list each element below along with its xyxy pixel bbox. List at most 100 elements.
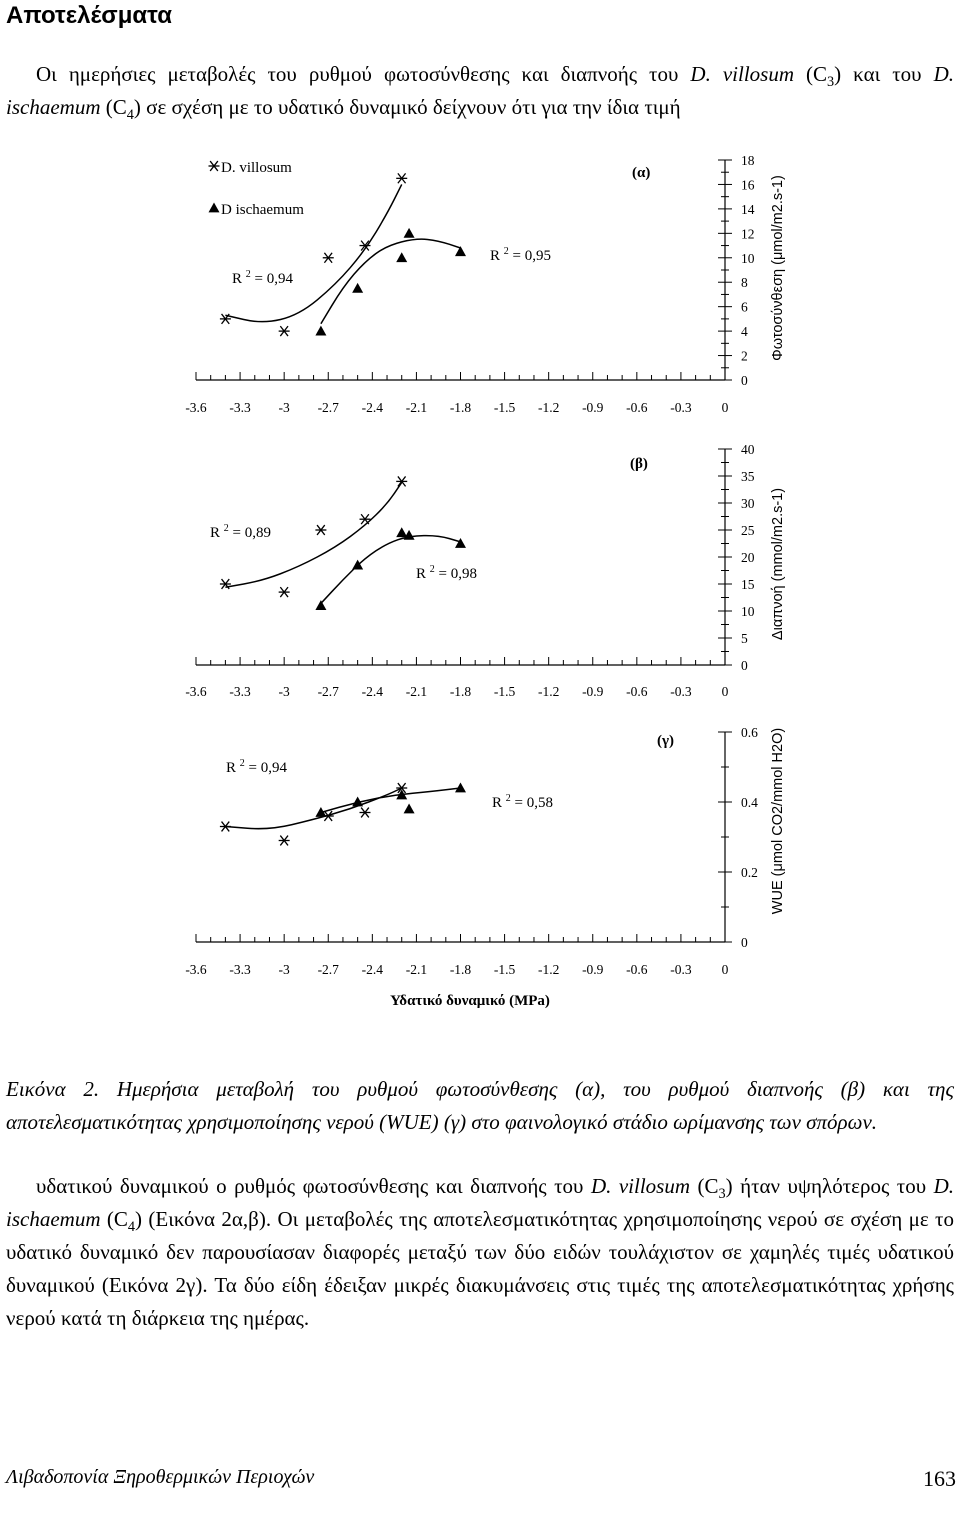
legend-marker-villosum xyxy=(208,160,220,172)
page-number: 163 xyxy=(923,1466,956,1491)
fit-curve-ischaemum xyxy=(320,238,461,325)
body-sub-4: 4 xyxy=(127,1219,136,1236)
x-tick-label: -0.3 xyxy=(670,684,692,699)
y-tick-label: 2 xyxy=(741,349,748,364)
figure-2: -3.6 -3.3 -3 -2.7 -2.4 -2.1 -1.8 -1.5 -1.2 -0.9 -0… xyxy=(185,153,786,1009)
x-tick-label: -1.8 xyxy=(450,400,472,415)
panel-label: (α) xyxy=(632,165,650,181)
chart-panel-2: -3.6 -3.3 -3 -2.7 -2.4 -2.1 -1.8 -1.5 -1.2 -0.9 -0… xyxy=(185,442,786,699)
x-tick-label: -3 xyxy=(279,962,290,977)
x-tick-label: -1.5 xyxy=(494,400,516,415)
data-point-villosum xyxy=(396,172,408,184)
r2-label: R 2 = 0,94 xyxy=(226,758,287,776)
data-point-ischaemum xyxy=(315,600,327,610)
x-tick-label: 0 xyxy=(722,400,729,415)
x-tick-label: -2.4 xyxy=(362,684,384,699)
body-paragraph: υδατικού δυναμικού ο ρυθμός φωτοσύνθεσης… xyxy=(6,1170,954,1335)
x-tick-label: -2.4 xyxy=(362,400,384,415)
x-tick-label: -1.5 xyxy=(494,962,516,977)
x-tick-label: -2.4 xyxy=(362,962,384,977)
data-point-villosum xyxy=(278,586,290,598)
figure-caption: Εικόνα 2. Ημερήσια μεταβολή του ρυθμού φ… xyxy=(6,1077,954,1134)
data-point-villosum xyxy=(396,476,408,487)
y-tick-label: 14 xyxy=(741,202,755,217)
data-point-ischaemum xyxy=(315,807,327,817)
chart-panel-1: -3.6 -3.3 -3 -2.7 -2.4 -2.1 -1.8 -1.5 -1.2 -0.9 -0… xyxy=(185,153,786,415)
x-tick-label: -0.3 xyxy=(670,400,692,415)
data-point-villosum xyxy=(396,782,408,794)
x-tick-label: -1.5 xyxy=(494,684,516,699)
body-sub-3: 3 xyxy=(718,1186,726,1203)
y-tick-label: 40 xyxy=(741,442,755,457)
y-tick-label: 15 xyxy=(741,577,755,592)
data-point-ischaemum xyxy=(352,796,364,807)
intro-text-1: Οι ημερήσιες μεταβολές του ρυθμού φωτοσύ… xyxy=(36,62,691,86)
y-tick-label: 0.2 xyxy=(741,865,758,880)
body-text-1: υδατικού δυναμικού ο ρυθμός φωτοσύνθεσης… xyxy=(36,1174,591,1198)
fit-curve-ischaemum xyxy=(320,534,461,604)
y-tick-label: 0.6 xyxy=(741,725,758,740)
panel-label: (γ) xyxy=(657,733,674,749)
data-point-ischaemum xyxy=(403,227,415,238)
body-text-2: (C xyxy=(690,1174,719,1198)
body-text-5: ) (Εικόνα 2α,β). Οι μεταβολές της αποτελ… xyxy=(6,1207,954,1330)
footer-book-title: Λιβαδοπονία Ξηροθερμικών Περιοχών xyxy=(6,1466,315,1488)
x-tick-label: -0.9 xyxy=(582,962,604,977)
data-point-villosum xyxy=(315,524,327,536)
x-tick-label: -0.6 xyxy=(626,684,648,699)
section-title: Αποτελέσματα xyxy=(6,2,172,29)
data-point-ischaemum xyxy=(315,325,327,336)
intro-paragraph: Οι ημερήσιες μεταβολές του ρυθμού φωτοσύ… xyxy=(6,58,954,124)
data-point-villosum xyxy=(278,835,290,846)
species-ischaemum: D. ischaemum xyxy=(6,1174,954,1231)
legend-label-villosum: D. villosum xyxy=(221,160,292,176)
y-axis-title: WUE (μmol CO2/mmol H2O) xyxy=(770,728,786,914)
x-tick-label: -3 xyxy=(279,684,290,699)
species-ischaemum: D. ischaemum xyxy=(6,62,955,119)
fit-curve-ischaemum xyxy=(320,787,461,814)
x-tick-label: -3.3 xyxy=(229,962,251,977)
y-tick-label: 35 xyxy=(741,469,755,484)
x-tick-label: -3.6 xyxy=(185,400,207,415)
x-tick-label: -0.6 xyxy=(626,962,648,977)
x-tick-label: -3.6 xyxy=(185,684,207,699)
data-point-ischaemum xyxy=(403,803,415,814)
data-point-villosum xyxy=(278,325,290,337)
x-tick-label: -1.2 xyxy=(538,400,559,415)
x-tick-label: -1.2 xyxy=(538,684,559,699)
data-point-ischaemum xyxy=(403,529,415,540)
y-tick-label: 0 xyxy=(741,658,748,673)
data-point-villosum xyxy=(219,313,231,325)
data-point-ischaemum xyxy=(396,252,408,263)
x-tick-label: -3.3 xyxy=(229,684,251,699)
chart-panel-3: -3.6 -3.3 -3 -2.7 -2.4 -2.1 -1.8 -1.5 -1.2 -0.9 -0… xyxy=(185,725,786,1009)
y-tick-label: 25 xyxy=(741,523,755,538)
x-tick-label: -1.8 xyxy=(450,684,472,699)
data-point-ischaemum xyxy=(455,782,466,793)
y-tick-label: 12 xyxy=(741,226,755,241)
x-tick-label: -3.3 xyxy=(229,400,251,415)
y-tick-label: 4 xyxy=(741,324,748,339)
data-point-villosum xyxy=(219,821,231,832)
y-tick-label: 0 xyxy=(741,935,748,950)
y-axis-title: Φωτοσύνθεση (μmol/m2.s-1) xyxy=(770,175,786,361)
body-text-4: (C xyxy=(100,1207,128,1231)
data-point-ischaemum xyxy=(455,246,466,257)
y-tick-label: 0.4 xyxy=(741,795,758,810)
fit-curve-villosum xyxy=(225,482,403,588)
x-tick-label: -2.7 xyxy=(318,400,340,415)
fit-curve-villosum xyxy=(225,184,403,323)
x-tick-label: -2.7 xyxy=(318,962,340,977)
data-point-villosum xyxy=(359,240,371,251)
y-tick-label: 5 xyxy=(741,631,748,646)
r2-label: R 2 = 0,89 xyxy=(210,523,271,541)
legend-label-ischaemum: D ischaemum xyxy=(221,202,304,218)
r2-label: R 2 = 0,94 xyxy=(232,269,293,287)
legend-marker-ischaemum xyxy=(208,202,220,213)
x-tick-label: 0 xyxy=(722,962,729,977)
r2-label: R 2 = 0,95 xyxy=(490,246,551,264)
x-tick-label: -3 xyxy=(279,400,290,415)
data-point-villosum xyxy=(219,578,231,590)
x-tick-label: -2.7 xyxy=(318,684,340,699)
y-tick-label: 18 xyxy=(741,153,755,168)
